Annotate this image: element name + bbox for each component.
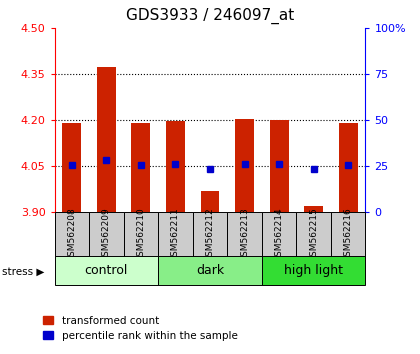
Bar: [193, 212, 227, 257]
Text: high light: high light: [284, 264, 343, 277]
Text: GSM562216: GSM562216: [344, 207, 353, 262]
Bar: [63, 124, 81, 212]
Bar: [158, 212, 193, 257]
Bar: [304, 206, 323, 212]
Bar: [89, 212, 123, 257]
Bar: [123, 212, 158, 257]
Text: GSM562214: GSM562214: [275, 207, 284, 262]
Text: GSM562208: GSM562208: [67, 207, 76, 262]
Bar: [262, 212, 297, 257]
Legend: transformed count, percentile rank within the sample: transformed count, percentile rank withi…: [39, 312, 242, 345]
Text: GSM562213: GSM562213: [240, 207, 249, 262]
Text: GSM562209: GSM562209: [102, 207, 111, 262]
Text: GSM562211: GSM562211: [171, 207, 180, 262]
Bar: [235, 119, 254, 212]
Text: stress ▶: stress ▶: [2, 267, 45, 276]
Bar: [97, 67, 116, 212]
Bar: [200, 191, 220, 212]
Bar: [262, 256, 365, 285]
Title: GDS3933 / 246097_at: GDS3933 / 246097_at: [126, 8, 294, 24]
Text: GSM562215: GSM562215: [309, 207, 318, 262]
Bar: [55, 256, 158, 285]
Bar: [297, 212, 331, 257]
Bar: [270, 120, 289, 212]
Text: GSM562210: GSM562210: [136, 207, 145, 262]
Text: dark: dark: [196, 264, 224, 277]
Bar: [331, 212, 365, 257]
Bar: [131, 124, 150, 212]
Text: GSM562212: GSM562212: [205, 207, 215, 262]
Bar: [166, 121, 185, 212]
Bar: [158, 256, 262, 285]
Bar: [339, 124, 357, 212]
Bar: [227, 212, 262, 257]
Bar: [55, 212, 89, 257]
Text: control: control: [85, 264, 128, 277]
